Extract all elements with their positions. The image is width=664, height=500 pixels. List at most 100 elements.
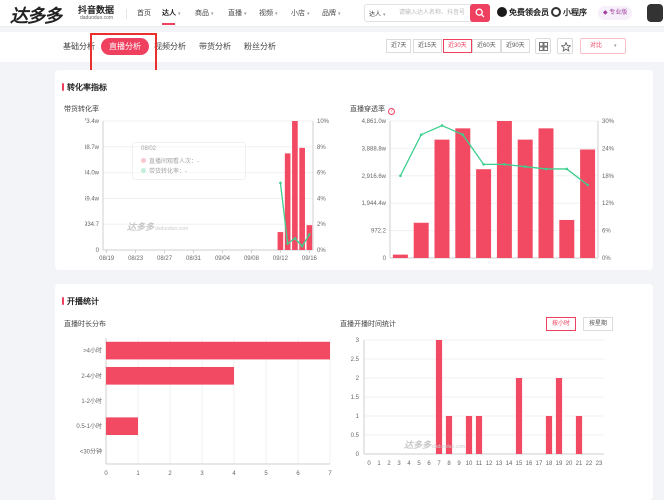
nav-shop[interactable]: 小店 ▾ [291,10,310,17]
chevron-down-icon: ▾ [244,11,247,17]
x-tick-label: 7 [328,471,332,477]
y-tick-label: 1-2小时 [81,397,102,405]
chart-bar [284,153,291,250]
tab-live-analysis[interactable]: 直播分析 [101,38,149,55]
chart-line [279,182,310,248]
y-tick-label: <30分钟 [80,447,102,455]
x-tick-label: 08/31 [186,256,202,262]
x-tick-label: 21 [576,461,583,467]
search-icon [475,8,485,18]
x-tick-label: 08/23 [128,256,144,262]
mini-program-link[interactable]: 小程序 [551,7,587,18]
chevron-down-icon: ▾ [178,11,181,17]
watermark-domain: daduoduo.com [432,444,465,450]
grid-icon [539,42,548,51]
right-chart-title: 直播穿透率? [350,104,395,115]
by-week-tab[interactable]: 按星期 [583,317,614,331]
avatar[interactable] [647,4,663,22]
chart-bar [455,128,471,258]
live-stats-card-title: 开播统计 [62,296,99,307]
x-tick-label: 2 [387,461,391,467]
chart-bar [476,169,492,258]
tab-basic-analysis[interactable]: 基础分析 [63,42,95,51]
search-input[interactable] [399,7,471,19]
y-right-tick-label: 8% [317,145,326,151]
x-tick-label: 09/12 [273,256,289,262]
chart-bar [106,341,330,360]
by-hour-tab[interactable]: 按小时 [546,317,577,331]
y-tick-label: 0.5 [351,433,360,439]
range-15-days[interactable]: 近15天 [413,39,442,53]
watermark-text: 达多多 [404,440,432,450]
x-tick-label: 22 [586,461,593,467]
chart-tooltip: 08/02 直播间观看人次：- 带货转化率：- [132,142,246,180]
y-right-tick-label: 2% [317,222,326,228]
x-tick-label: 9 [457,461,461,467]
search-box: 达人 ▾ [364,4,490,22]
chevron-down-icon: ▾ [275,11,278,17]
y-left-tick-label: 0 [96,248,100,254]
y-left-tick-label: 2,916.6w [362,174,387,180]
nav-home[interactable]: 首页 [137,10,151,17]
tab-video-analysis[interactable]: 视频分析 [154,42,186,51]
left-chart-title: 带货转化率 [64,106,99,113]
range-90-days[interactable]: 近90天 [501,39,530,53]
calendar-button[interactable] [535,38,551,54]
range-60-days[interactable]: 近60天 [472,39,501,53]
y-right-tick-label: 18% [602,174,615,180]
favorite-button[interactable] [557,38,573,54]
y-tick-label: 0.5-1小时 [76,422,102,430]
mini-program-icon [551,7,561,17]
nav-live[interactable]: 直播 ▾ [228,10,247,17]
nav-influencer[interactable]: 达人 ▾ [162,10,181,25]
chart-bar [445,416,453,454]
y-right-tick-label: 10% [317,119,330,125]
chart-bar [517,139,533,258]
chart-bar [277,232,284,250]
chart-bar [580,149,596,258]
x-tick-label: 15 [516,461,523,467]
y-tick-label: 3 [356,338,360,344]
free-member-link[interactable]: 免费领会员 [497,7,549,18]
logo-subtitle: 抖音数据 [78,5,115,15]
x-tick-label: 08/27 [157,256,173,262]
y-right-tick-label: 30% [602,119,615,125]
search-button[interactable] [470,4,490,22]
legend-dot [141,158,146,163]
y-tick-label: 2 [356,376,360,382]
nav-video[interactable]: 视频 ▾ [259,10,278,17]
chart-bar [306,225,313,250]
x-tick-label: 2 [168,471,172,477]
y-tick-label: >4小时 [83,347,102,355]
pro-badge[interactable]: ◆ 专业版 [598,6,633,20]
tab-sales-analysis[interactable]: 带货分析 [199,42,231,51]
x-tick-label: 20 [566,461,573,467]
chart-bar [496,121,512,258]
y-right-tick-label: 4% [317,196,326,202]
x-tick-label: 6 [296,471,300,477]
y-left-tick-label: 1,869.4w [85,196,100,202]
chart-bar [292,121,298,250]
y-left-tick-label: 934.7 [85,222,100,228]
tab-fans-analysis[interactable]: 粉丝分析 [244,42,276,51]
chart-line [399,124,588,186]
y-tick-label: 2-4小时 [81,372,102,380]
range-30-days[interactable]: 近30天 [443,39,472,53]
legend-dot [141,168,146,173]
chart-bar [538,128,554,258]
chart-bar [575,416,583,454]
chart-bar [106,417,138,436]
duration-chart-title: 直播时长分布 [64,321,106,328]
info-icon[interactable]: ? [388,108,395,115]
watermark-text: 达多多 [127,222,155,232]
compare-select[interactable]: 对比 ▾ [580,38,626,54]
top-bar: 达多多 抖音数据 daduoduo.com 首页 达人 ▾ 商品 ▾ 直播 ▾ 视频 ▾… [0,0,664,27]
nav-product[interactable]: 商品 ▾ [195,10,214,17]
nav-brand[interactable]: 品牌 ▾ [322,10,341,17]
range-7-days[interactable]: 近7天 [386,39,412,53]
chart-bar [465,416,473,454]
search-scope-select[interactable]: 达人 ▾ [369,12,386,18]
x-tick-label: 08/19 [99,256,115,262]
y-right-tick-label: 6% [317,171,326,177]
y-left-tick-label: 3,888.8w [362,146,387,152]
